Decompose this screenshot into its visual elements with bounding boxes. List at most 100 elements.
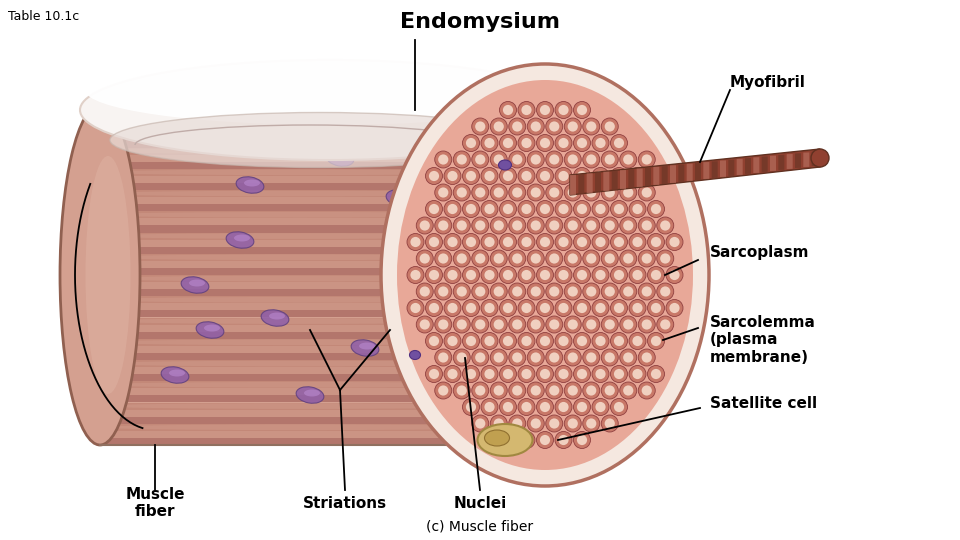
Circle shape [537,399,554,415]
Circle shape [613,171,624,181]
Circle shape [475,220,486,231]
Circle shape [587,220,596,231]
Circle shape [540,171,550,181]
Circle shape [471,316,489,333]
Ellipse shape [161,367,189,383]
Circle shape [567,319,578,329]
Circle shape [531,353,540,362]
Circle shape [595,402,606,412]
Ellipse shape [304,389,320,396]
Circle shape [564,283,581,300]
Circle shape [564,184,581,201]
Circle shape [629,200,646,218]
Polygon shape [100,190,545,197]
Circle shape [481,134,498,152]
Circle shape [463,167,479,185]
Circle shape [435,250,452,267]
Text: Sarcolemma
(plasma
membrane): Sarcolemma (plasma membrane) [710,315,816,365]
Circle shape [587,187,596,198]
Circle shape [549,253,560,264]
Ellipse shape [110,112,530,167]
Circle shape [425,267,443,284]
Circle shape [466,171,476,181]
Circle shape [509,118,526,135]
Circle shape [518,333,535,349]
Ellipse shape [181,277,209,293]
Circle shape [444,366,461,382]
Circle shape [587,353,596,362]
Ellipse shape [236,177,264,193]
Circle shape [438,220,448,231]
Circle shape [512,353,522,362]
Circle shape [595,138,606,148]
Polygon shape [100,147,545,154]
Ellipse shape [100,424,500,430]
Circle shape [623,220,634,231]
Circle shape [457,286,467,296]
Circle shape [629,333,646,349]
Polygon shape [100,133,545,140]
Circle shape [595,204,606,214]
Polygon shape [654,167,660,185]
Circle shape [527,382,544,399]
Circle shape [564,250,581,267]
Circle shape [453,283,470,300]
Circle shape [509,283,526,300]
Circle shape [595,237,606,247]
Polygon shape [770,156,776,171]
Circle shape [420,253,430,264]
Ellipse shape [424,354,440,361]
Circle shape [549,418,560,429]
Polygon shape [704,162,709,179]
Circle shape [540,435,550,445]
Circle shape [601,217,618,234]
Circle shape [577,138,588,148]
Circle shape [485,204,494,214]
Circle shape [638,151,656,168]
Polygon shape [804,152,809,167]
Circle shape [475,154,486,165]
Ellipse shape [485,430,510,446]
Circle shape [463,300,479,316]
Circle shape [647,200,664,218]
Circle shape [651,171,661,181]
Circle shape [666,233,683,251]
Polygon shape [100,275,545,282]
Circle shape [512,187,522,198]
Circle shape [583,217,600,234]
Polygon shape [100,233,545,240]
Circle shape [595,270,606,280]
Circle shape [420,220,430,231]
Circle shape [611,300,628,316]
Polygon shape [779,155,784,170]
Circle shape [518,300,535,316]
Circle shape [601,184,618,201]
Circle shape [463,399,479,415]
Circle shape [583,250,600,267]
Circle shape [620,283,636,300]
Ellipse shape [261,310,289,326]
Circle shape [512,418,522,429]
Circle shape [407,300,424,316]
Ellipse shape [189,280,205,287]
Circle shape [605,386,614,396]
Circle shape [491,250,507,267]
Circle shape [611,366,628,382]
Ellipse shape [100,233,500,239]
Polygon shape [811,152,818,166]
Polygon shape [786,154,793,169]
Circle shape [641,286,652,296]
Circle shape [475,187,486,198]
Circle shape [503,204,513,214]
Ellipse shape [100,191,500,197]
Circle shape [633,171,642,181]
Ellipse shape [100,297,500,302]
Circle shape [549,154,560,165]
Circle shape [537,167,554,185]
Polygon shape [100,296,545,303]
Circle shape [447,336,458,346]
Ellipse shape [397,80,693,470]
Circle shape [537,300,554,316]
Ellipse shape [484,230,500,237]
Polygon shape [100,112,545,119]
